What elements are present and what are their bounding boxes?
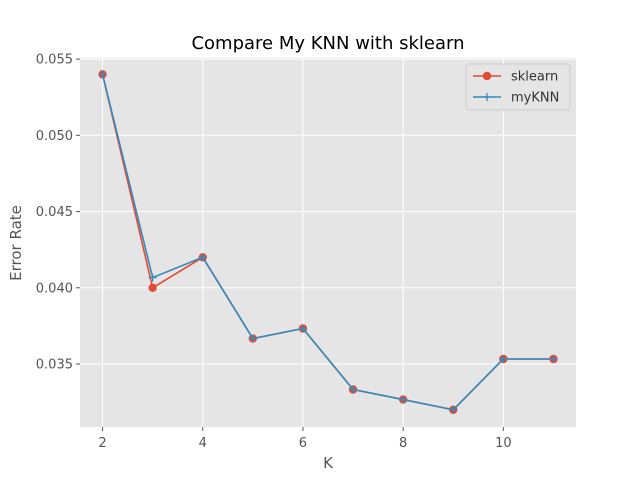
legend-label-myKNN: myKNN: [511, 91, 559, 106]
x-axis-label: K: [323, 454, 334, 472]
y-tick-label: 0.050: [36, 129, 73, 144]
x-tick-label: 10: [495, 436, 512, 451]
series-line-myKNN: [101, 74, 554, 411]
legend: sklearn myKNN: [465, 63, 571, 111]
data-point: [148, 283, 157, 292]
data-point: [499, 354, 508, 363]
x-tick-label: 8: [399, 436, 407, 451]
data-point: [298, 324, 307, 333]
x-tick-label: 4: [199, 436, 207, 451]
data-point: [148, 273, 157, 282]
legend-marker-sklearn: [482, 71, 492, 81]
data-point: [198, 253, 207, 262]
y-axis-ticks: 0.035 0.040 0.045 0.050 0.055: [36, 53, 80, 373]
series-layer: [98, 70, 558, 414]
data-point: [449, 405, 458, 414]
data-point: [98, 70, 107, 79]
x-tick-label: 6: [299, 436, 307, 451]
y-axis-label: Error Rate: [7, 205, 25, 281]
y-tick-label: 0.055: [36, 53, 73, 68]
x-tick-label: 2: [98, 436, 106, 451]
chart-title: Compare My KNN with sklearn: [191, 33, 464, 54]
series-myKNN: [98, 70, 558, 414]
legend-marker-myKNN: [483, 93, 491, 101]
y-tick-label: 0.045: [36, 205, 73, 220]
y-tick-label: 0.035: [36, 358, 73, 373]
grid: [80, 58, 576, 427]
y-tick-label: 0.040: [36, 281, 73, 296]
data-point: [549, 354, 558, 363]
legend-label-sklearn: sklearn: [511, 70, 558, 85]
data-point: [349, 385, 358, 394]
data-point: [248, 334, 257, 343]
x-axis-ticks: 2 4 6 8 10: [98, 427, 512, 451]
data-point: [399, 395, 408, 404]
plot-area: [80, 58, 576, 427]
